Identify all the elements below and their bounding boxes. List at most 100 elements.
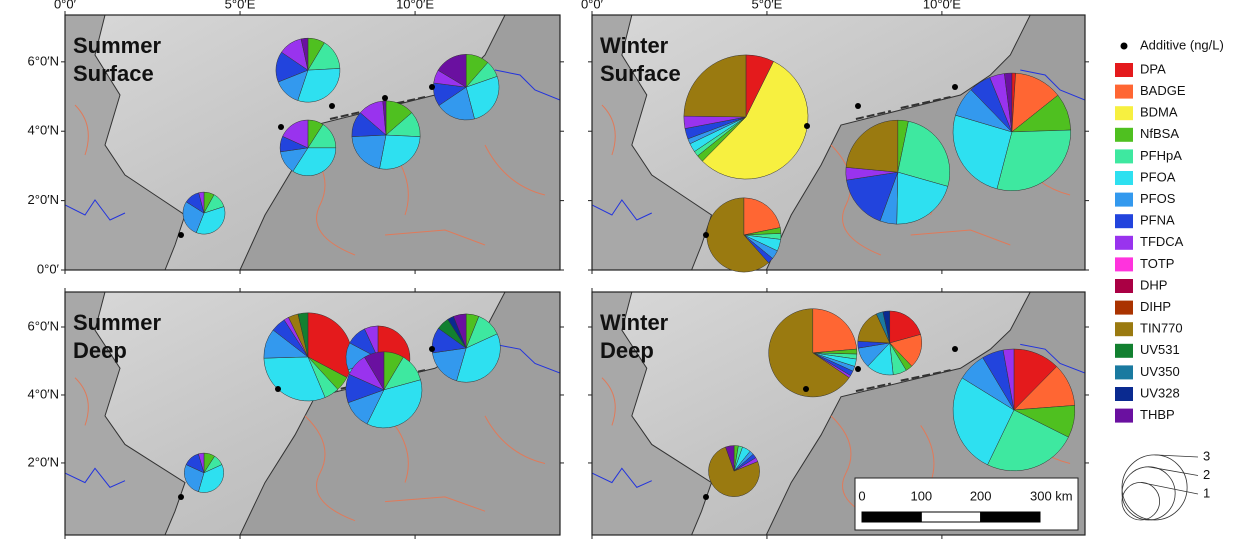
legend-swatch bbox=[1115, 171, 1133, 185]
station bbox=[429, 346, 435, 352]
y-tick-label: 4°0′N bbox=[28, 386, 59, 401]
scale-label: 100 bbox=[910, 488, 932, 503]
legend-swatch bbox=[1115, 365, 1133, 379]
scale-label: 0 bbox=[858, 488, 865, 503]
scale-segment bbox=[921, 512, 980, 522]
legend-label: TOTP bbox=[1140, 256, 1174, 271]
pie bbox=[276, 38, 340, 102]
x-tick-label: 10°0′E bbox=[923, 0, 961, 11]
pie bbox=[953, 73, 1071, 191]
legend-swatch bbox=[1115, 193, 1133, 207]
pie bbox=[346, 352, 422, 428]
legend-label: PFNA bbox=[1140, 213, 1175, 228]
pie bbox=[352, 101, 420, 169]
legend-label: THBP bbox=[1140, 407, 1175, 422]
legend-swatch bbox=[1115, 236, 1133, 250]
legend-swatch bbox=[1115, 149, 1133, 163]
station bbox=[382, 95, 388, 101]
station bbox=[803, 386, 809, 392]
panel-title: Summer bbox=[73, 33, 161, 58]
size-label: 3 bbox=[1203, 448, 1210, 463]
x-tick-label: 5°0′E bbox=[752, 0, 783, 11]
pie bbox=[707, 198, 781, 272]
size-circle bbox=[1122, 455, 1187, 520]
station bbox=[329, 103, 335, 109]
legend-swatch bbox=[1115, 214, 1133, 228]
station bbox=[703, 232, 709, 238]
scale-segment bbox=[862, 512, 921, 522]
panel-title: Deep bbox=[73, 338, 127, 363]
y-tick-label: 6°0′N bbox=[28, 318, 59, 333]
page: { "legend": { "title": "Additive (ng/L)"… bbox=[0, 0, 1250, 540]
station bbox=[804, 123, 810, 129]
pie bbox=[769, 309, 857, 397]
scale-label: 200 bbox=[970, 488, 992, 503]
scale-label: 300 km bbox=[1030, 488, 1073, 503]
legend-label: DIHP bbox=[1140, 299, 1171, 314]
y-tick-label: 4°0′N bbox=[28, 123, 59, 138]
station bbox=[855, 366, 861, 372]
figure: 0°0′ 5°0′E 10°0′E 0°0′ 2°0′N 4°0′N 6°0′N Summer… bbox=[0, 0, 1250, 540]
station bbox=[952, 84, 958, 90]
legend-label: UV350 bbox=[1140, 364, 1180, 379]
legend-swatch bbox=[1115, 128, 1133, 142]
y-tick-label: 2°0′N bbox=[28, 192, 59, 207]
panel-title: Surface bbox=[73, 61, 154, 86]
pie bbox=[184, 453, 223, 492]
legend-label: PFHpA bbox=[1140, 148, 1182, 163]
panel-title: Surface bbox=[600, 61, 681, 86]
y-tick-label: 2°0′N bbox=[28, 454, 59, 469]
pie bbox=[846, 120, 950, 224]
legend-swatch bbox=[1115, 63, 1133, 77]
legend-swatch bbox=[1115, 257, 1133, 271]
size-circle bbox=[1122, 467, 1175, 520]
legend-label: PFOA bbox=[1140, 169, 1176, 184]
station bbox=[275, 386, 281, 392]
legend-swatch bbox=[1115, 279, 1133, 293]
x-tick-label: 5°0′E bbox=[225, 0, 256, 11]
legend-label: BADGE bbox=[1140, 83, 1186, 98]
pie bbox=[280, 120, 336, 176]
station bbox=[952, 346, 958, 352]
legend-label: DPA bbox=[1140, 61, 1166, 76]
y-tick-label: 0°0′ bbox=[37, 261, 60, 276]
panel-title: Winter bbox=[600, 310, 669, 335]
station bbox=[178, 232, 184, 238]
station bbox=[855, 103, 861, 109]
legend-swatch bbox=[1115, 85, 1133, 99]
size-label: 1 bbox=[1203, 485, 1210, 500]
panel-title: Summer bbox=[73, 310, 161, 335]
legend-label: UV531 bbox=[1140, 342, 1180, 357]
legend-label: BDMA bbox=[1140, 105, 1178, 120]
size-label: 2 bbox=[1203, 467, 1210, 482]
x-tick-label: 0°0′ bbox=[581, 0, 604, 11]
legend-swatch bbox=[1115, 387, 1133, 401]
pie bbox=[858, 311, 922, 375]
legend-swatch bbox=[1115, 322, 1133, 336]
pie bbox=[953, 349, 1075, 471]
legend-label: TFDCA bbox=[1140, 234, 1184, 249]
x-tick-label: 0°0′ bbox=[54, 0, 77, 11]
legend-label: TIN770 bbox=[1140, 321, 1183, 336]
pie bbox=[433, 54, 499, 120]
size-circle bbox=[1122, 482, 1160, 520]
legend-swatch bbox=[1115, 344, 1133, 358]
legend-swatch bbox=[1115, 301, 1133, 315]
pie bbox=[183, 192, 225, 234]
station bbox=[703, 494, 709, 500]
scale-segment bbox=[981, 512, 1040, 522]
station bbox=[278, 124, 284, 130]
size-leader bbox=[1149, 467, 1198, 476]
legend-dot bbox=[1121, 43, 1128, 50]
pie bbox=[432, 314, 500, 382]
legend-swatch bbox=[1115, 409, 1133, 423]
panel-title: Deep bbox=[600, 338, 654, 363]
panel-title: Winter bbox=[600, 33, 669, 58]
station bbox=[178, 494, 184, 500]
legend-label: UV328 bbox=[1140, 385, 1180, 400]
legend-label: DHP bbox=[1140, 277, 1167, 292]
pie bbox=[708, 446, 759, 497]
size-leader bbox=[1141, 482, 1198, 494]
legend-swatch bbox=[1115, 106, 1133, 120]
pie bbox=[684, 55, 808, 179]
